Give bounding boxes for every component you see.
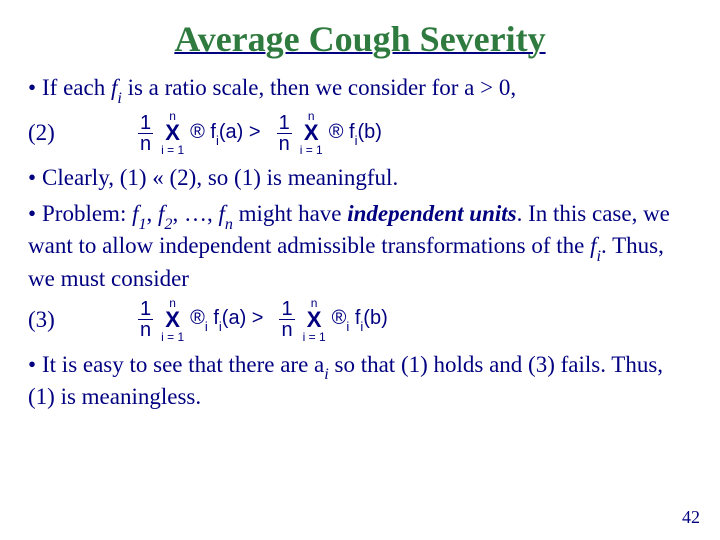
eq3-sum-right: n X i = 1 bbox=[303, 297, 326, 343]
b3-c2: , …, bbox=[172, 201, 218, 226]
eq2-formula: 1 n n X i = 1 ® fi(a) > 1 n n X i = 1 ® … bbox=[138, 110, 382, 156]
eq2-sum-left: n X i = 1 bbox=[161, 110, 184, 156]
b3-pre: Problem: bbox=[42, 201, 132, 226]
bullet-dot: • bbox=[28, 351, 42, 379]
b3-s2: 2 bbox=[164, 216, 172, 233]
eq3-sum-mid: X bbox=[165, 309, 180, 331]
eq2-tb-arg: (b) bbox=[357, 121, 381, 143]
slide-title: Average Cough Severity bbox=[28, 18, 692, 60]
eq3-tb-arg: (b) bbox=[363, 307, 387, 329]
eq2-tb: ® f bbox=[329, 121, 355, 143]
eq2-frac-left: 1 n bbox=[138, 113, 153, 154]
eq3-frac-top: 1 bbox=[138, 299, 153, 320]
b4-i: i bbox=[324, 366, 328, 383]
eq3-sum-bot: i = 1 bbox=[161, 331, 184, 343]
eq2-term-b: ® fi(b) bbox=[329, 121, 382, 146]
eq3-num: (3) bbox=[28, 307, 138, 333]
bullet-2: •Clearly, (1) « (2), so (1) is meaningfu… bbox=[28, 164, 692, 192]
bullet-dot: • bbox=[28, 74, 42, 102]
b3-iu: independent units bbox=[347, 201, 516, 226]
bullet-1: •If each fi is a ratio scale, then we co… bbox=[28, 74, 692, 106]
eq2-frac-right: 1 n bbox=[277, 113, 292, 154]
b3-mid: might have bbox=[233, 201, 347, 226]
b3-s1: 1 bbox=[138, 216, 146, 233]
eq2-frac-bot-r: n bbox=[277, 134, 292, 154]
eq3-tb-f: f bbox=[349, 307, 360, 329]
eq3-frac-top-r: 1 bbox=[279, 299, 294, 320]
eq3-frac-left: 1 n bbox=[138, 299, 153, 340]
b3-sn: n bbox=[225, 216, 233, 233]
b2-text: Clearly, (1) « (2), so (1) is meaningful… bbox=[42, 165, 398, 190]
eq2-frac-top: 1 bbox=[138, 113, 153, 134]
eq3-ta: ® bbox=[190, 307, 205, 329]
bullet-4: •It is easy to see that there are ai so … bbox=[28, 351, 692, 411]
eq3-term-b: ®i fi(b) bbox=[332, 307, 388, 332]
b3-fi: f bbox=[590, 233, 596, 258]
eq2-sum-mid-r: X bbox=[304, 122, 319, 144]
equation-2: (2) 1 n n X i = 1 ® fi(a) > 1 n n X i = … bbox=[28, 110, 692, 156]
eq2-ta: ® f bbox=[190, 121, 216, 143]
eq2-term-a: ® fi(a) > bbox=[190, 121, 260, 146]
bullet-3: •Problem: f1, f2, …, fn might have indep… bbox=[28, 200, 692, 292]
eq2-ta-sub: i bbox=[216, 133, 219, 148]
b4-pre: It is easy to see that there are a bbox=[42, 352, 324, 377]
eq3-term-a: ®i fi(a) > bbox=[190, 307, 263, 332]
eq2-num: (2) bbox=[28, 120, 138, 146]
eq2-sum-mid: X bbox=[165, 122, 180, 144]
eq3-tb: ® bbox=[332, 307, 347, 329]
b1-i: i bbox=[117, 90, 121, 107]
eq3-sum-left: n X i = 1 bbox=[161, 297, 184, 343]
b1-pre: If each bbox=[42, 75, 111, 100]
eq3-ta-arg: (a) > bbox=[222, 307, 264, 329]
eq2-frac-bot: n bbox=[138, 134, 153, 154]
b3-ii: i bbox=[597, 248, 601, 265]
eq3-sum-mid-r: X bbox=[307, 309, 322, 331]
eq2-sum-right: n X i = 1 bbox=[300, 110, 323, 156]
eq3-frac-right: 1 n bbox=[279, 299, 294, 340]
eq3-sum-bot-r: i = 1 bbox=[303, 331, 326, 343]
bullet-dot: • bbox=[28, 164, 42, 192]
b1-post: is a ratio scale, then we consider for a… bbox=[122, 75, 516, 100]
eq2-frac-top-r: 1 bbox=[277, 113, 292, 134]
bullet-dot: • bbox=[28, 200, 42, 228]
eq3-frac-bot-r: n bbox=[279, 320, 294, 340]
eq3-ta-f: f bbox=[208, 307, 219, 329]
eq3-tb-sub: i bbox=[346, 319, 349, 334]
eq3-ta-sub: i bbox=[205, 319, 208, 334]
eq2-sum-bot-r: i = 1 bbox=[300, 144, 323, 156]
b3-c1: , bbox=[147, 201, 159, 226]
equation-3: (3) 1 n n X i = 1 ®i fi(a) > 1 n n X i =… bbox=[28, 297, 692, 343]
slide: Average Cough Severity •If each fi is a … bbox=[0, 0, 720, 540]
eq3-ta-fsub: i bbox=[219, 319, 222, 334]
eq3-frac-bot: n bbox=[138, 320, 153, 340]
eq2-sum-bot: i = 1 bbox=[161, 144, 184, 156]
b3-fn: f bbox=[218, 201, 224, 226]
eq3-tb-fsub: i bbox=[360, 319, 363, 334]
page-number: 42 bbox=[682, 507, 700, 528]
eq3-formula: 1 n n X i = 1 ®i fi(a) > 1 n n X i = 1 ®… bbox=[138, 297, 388, 343]
eq2-ta-arg: (a) > bbox=[219, 121, 261, 143]
